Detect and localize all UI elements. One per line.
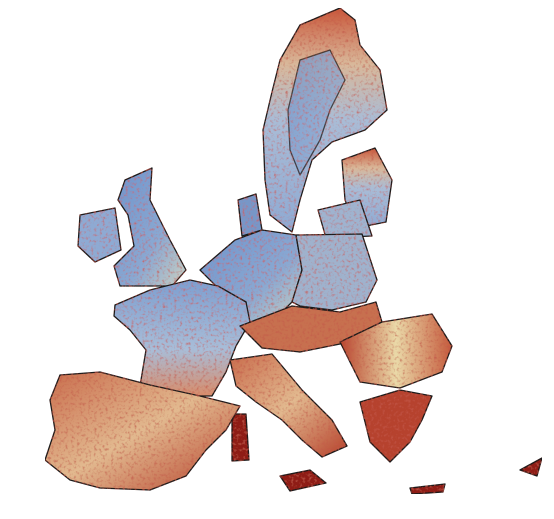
ireland <box>77 207 122 263</box>
balkans <box>339 313 453 389</box>
italy <box>229 353 348 458</box>
iberia <box>44 371 241 491</box>
cyprus <box>519 457 543 477</box>
sardinia <box>231 413 250 462</box>
baltics <box>317 199 373 239</box>
crete <box>409 483 446 495</box>
countries <box>44 7 543 495</box>
greece <box>359 389 433 463</box>
sweden-inner <box>287 49 346 176</box>
denmark <box>237 193 263 237</box>
poland-czechia <box>291 233 378 311</box>
uk <box>113 167 187 287</box>
france <box>113 279 251 397</box>
sicily <box>279 469 327 492</box>
